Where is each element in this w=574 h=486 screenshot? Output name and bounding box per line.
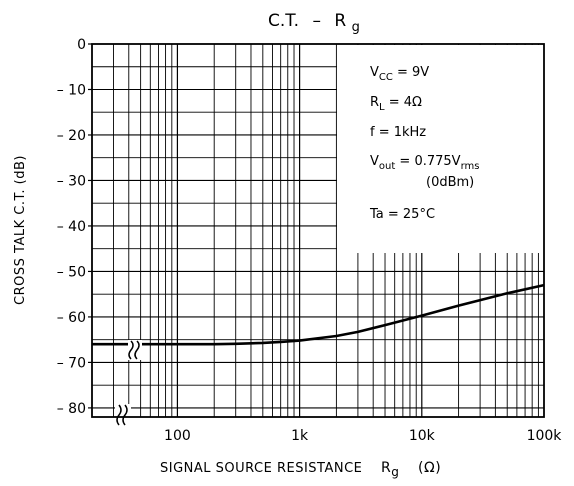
y-tick-label: – 80 (57, 401, 86, 417)
y-axis-label: CROSS TALK C.T. (dB) (13, 155, 28, 305)
condition-vcc: VCC = 9V (370, 65, 429, 83)
chart-title-var: R (334, 11, 346, 31)
plot-frame (91, 43, 545, 418)
line-break-mark-right (134, 340, 140, 360)
x-tick-label: 100k (527, 428, 563, 444)
tick-layer: 0 – 10 – 20 – 30 – 40 – 50 – 60 – 70 – 80 100 1k 10… (57, 37, 563, 444)
y-tick-label: 0 (77, 37, 86, 53)
x-tick-label: 100 (164, 428, 191, 444)
chart-title-dash: – (312, 11, 321, 31)
line-break-mark-left (128, 340, 134, 360)
axis-break-mark-left (116, 404, 122, 426)
axis-break-mark-right (122, 404, 128, 426)
y-tick-label: – 50 (57, 264, 86, 280)
chart-title-sub: g (352, 20, 360, 35)
y-tick-label: – 10 (57, 82, 86, 98)
condition-ta: Ta = 25°C (369, 207, 435, 222)
condition-rl: RL = 4Ω (370, 95, 422, 113)
axis-break-marks (115, 340, 142, 426)
y-tick-label: – 30 (57, 173, 86, 189)
x-tick-label: 10k (409, 428, 436, 444)
y-tick-label: – 20 (57, 128, 86, 144)
x-axis-label: SIGNAL SOURCE RESISTANCE Rg (Ω) (160, 460, 441, 480)
x-tick-label: 1k (291, 428, 309, 444)
condition-freq: f = 1kHz (370, 125, 426, 140)
chart-title: C.T. – R g (268, 11, 360, 35)
series-line (92, 283, 545, 346)
chart-title-main: C.T. (268, 11, 299, 31)
y-tick-label: – 40 (57, 219, 86, 235)
y-tick-label: – 60 (57, 310, 86, 326)
condition-vout: Vout = 0.775Vrms (370, 154, 479, 172)
y-tick-label: – 70 (57, 355, 86, 371)
condition-odbm: (0dBm) (426, 175, 474, 190)
conditions-box: VCC = 9V RL = 4Ω f = 1kHz Vout = 0.775Vr… (337, 45, 544, 253)
